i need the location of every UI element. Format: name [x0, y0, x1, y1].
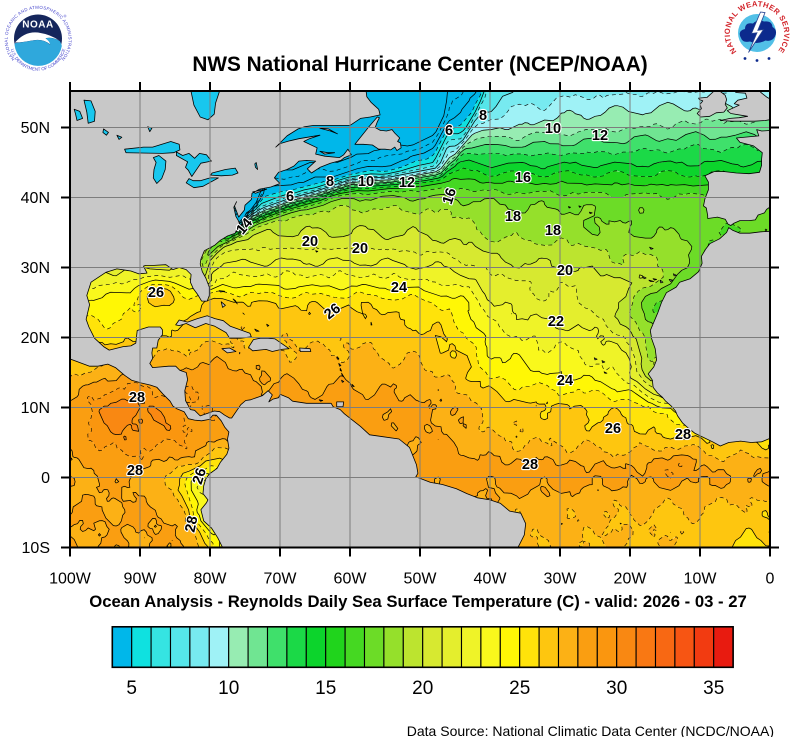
svg-text:20: 20: [557, 263, 573, 279]
svg-text:20N: 20N: [21, 330, 50, 347]
svg-text:50W: 50W: [404, 571, 438, 588]
svg-text:25: 25: [509, 678, 530, 699]
svg-text:20: 20: [302, 234, 318, 250]
svg-text:80W: 80W: [194, 571, 228, 588]
svg-text:70W: 70W: [264, 571, 298, 588]
svg-text:15: 15: [315, 678, 336, 699]
svg-text:26: 26: [605, 421, 621, 437]
svg-text:8: 8: [479, 108, 487, 124]
svg-text:50N: 50N: [21, 120, 50, 137]
svg-text:18: 18: [545, 223, 561, 239]
svg-text:0: 0: [41, 470, 50, 487]
svg-text:35: 35: [703, 678, 724, 699]
svg-text:Data Source: National Climatic: Data Source: National Climatic Data Cent…: [407, 723, 774, 737]
svg-text:20: 20: [412, 678, 433, 699]
svg-text:24: 24: [557, 373, 573, 389]
svg-text:0: 0: [766, 571, 775, 588]
svg-text:28: 28: [675, 427, 691, 443]
svg-text:30: 30: [606, 678, 627, 699]
svg-text:16: 16: [440, 186, 460, 206]
svg-text:60W: 60W: [334, 571, 368, 588]
svg-text:30W: 30W: [544, 571, 578, 588]
svg-text:28: 28: [182, 515, 201, 534]
svg-text:18: 18: [505, 209, 521, 225]
svg-text:6: 6: [286, 189, 294, 205]
svg-text:28: 28: [522, 457, 538, 473]
svg-text:40N: 40N: [21, 190, 50, 207]
svg-text:26: 26: [190, 466, 210, 486]
svg-text:22: 22: [548, 314, 564, 330]
svg-text:26: 26: [148, 285, 164, 301]
svg-text:NOAA: NOAA: [22, 20, 53, 31]
svg-text:10: 10: [545, 121, 561, 137]
svg-text:NWS National Hurricane Center: NWS National Hurricane Center (NCEP/NOAA…: [192, 53, 647, 76]
svg-text:12: 12: [399, 175, 415, 191]
svg-text:90W: 90W: [124, 571, 158, 588]
svg-text:100W: 100W: [49, 571, 92, 588]
svg-text:40W: 40W: [474, 571, 508, 588]
svg-text:24: 24: [391, 280, 407, 296]
svg-text:10W: 10W: [684, 571, 718, 588]
svg-text:12: 12: [592, 128, 608, 144]
svg-text:20W: 20W: [614, 571, 648, 588]
svg-text:16: 16: [515, 170, 531, 186]
svg-text:6: 6: [445, 123, 453, 139]
svg-text:30N: 30N: [21, 260, 50, 277]
svg-text:20: 20: [352, 241, 368, 257]
svg-text:10S: 10S: [22, 540, 50, 557]
svg-text:10: 10: [358, 174, 374, 190]
svg-text:8: 8: [326, 174, 334, 190]
svg-text:Ocean Analysis - Reynolds Dail: Ocean Analysis - Reynolds Daily Sea Surf…: [89, 592, 747, 611]
svg-text:28: 28: [129, 390, 145, 406]
svg-text:10N: 10N: [21, 400, 50, 417]
svg-text:5: 5: [126, 678, 137, 699]
svg-text:10: 10: [218, 678, 239, 699]
svg-text:28: 28: [127, 463, 143, 479]
